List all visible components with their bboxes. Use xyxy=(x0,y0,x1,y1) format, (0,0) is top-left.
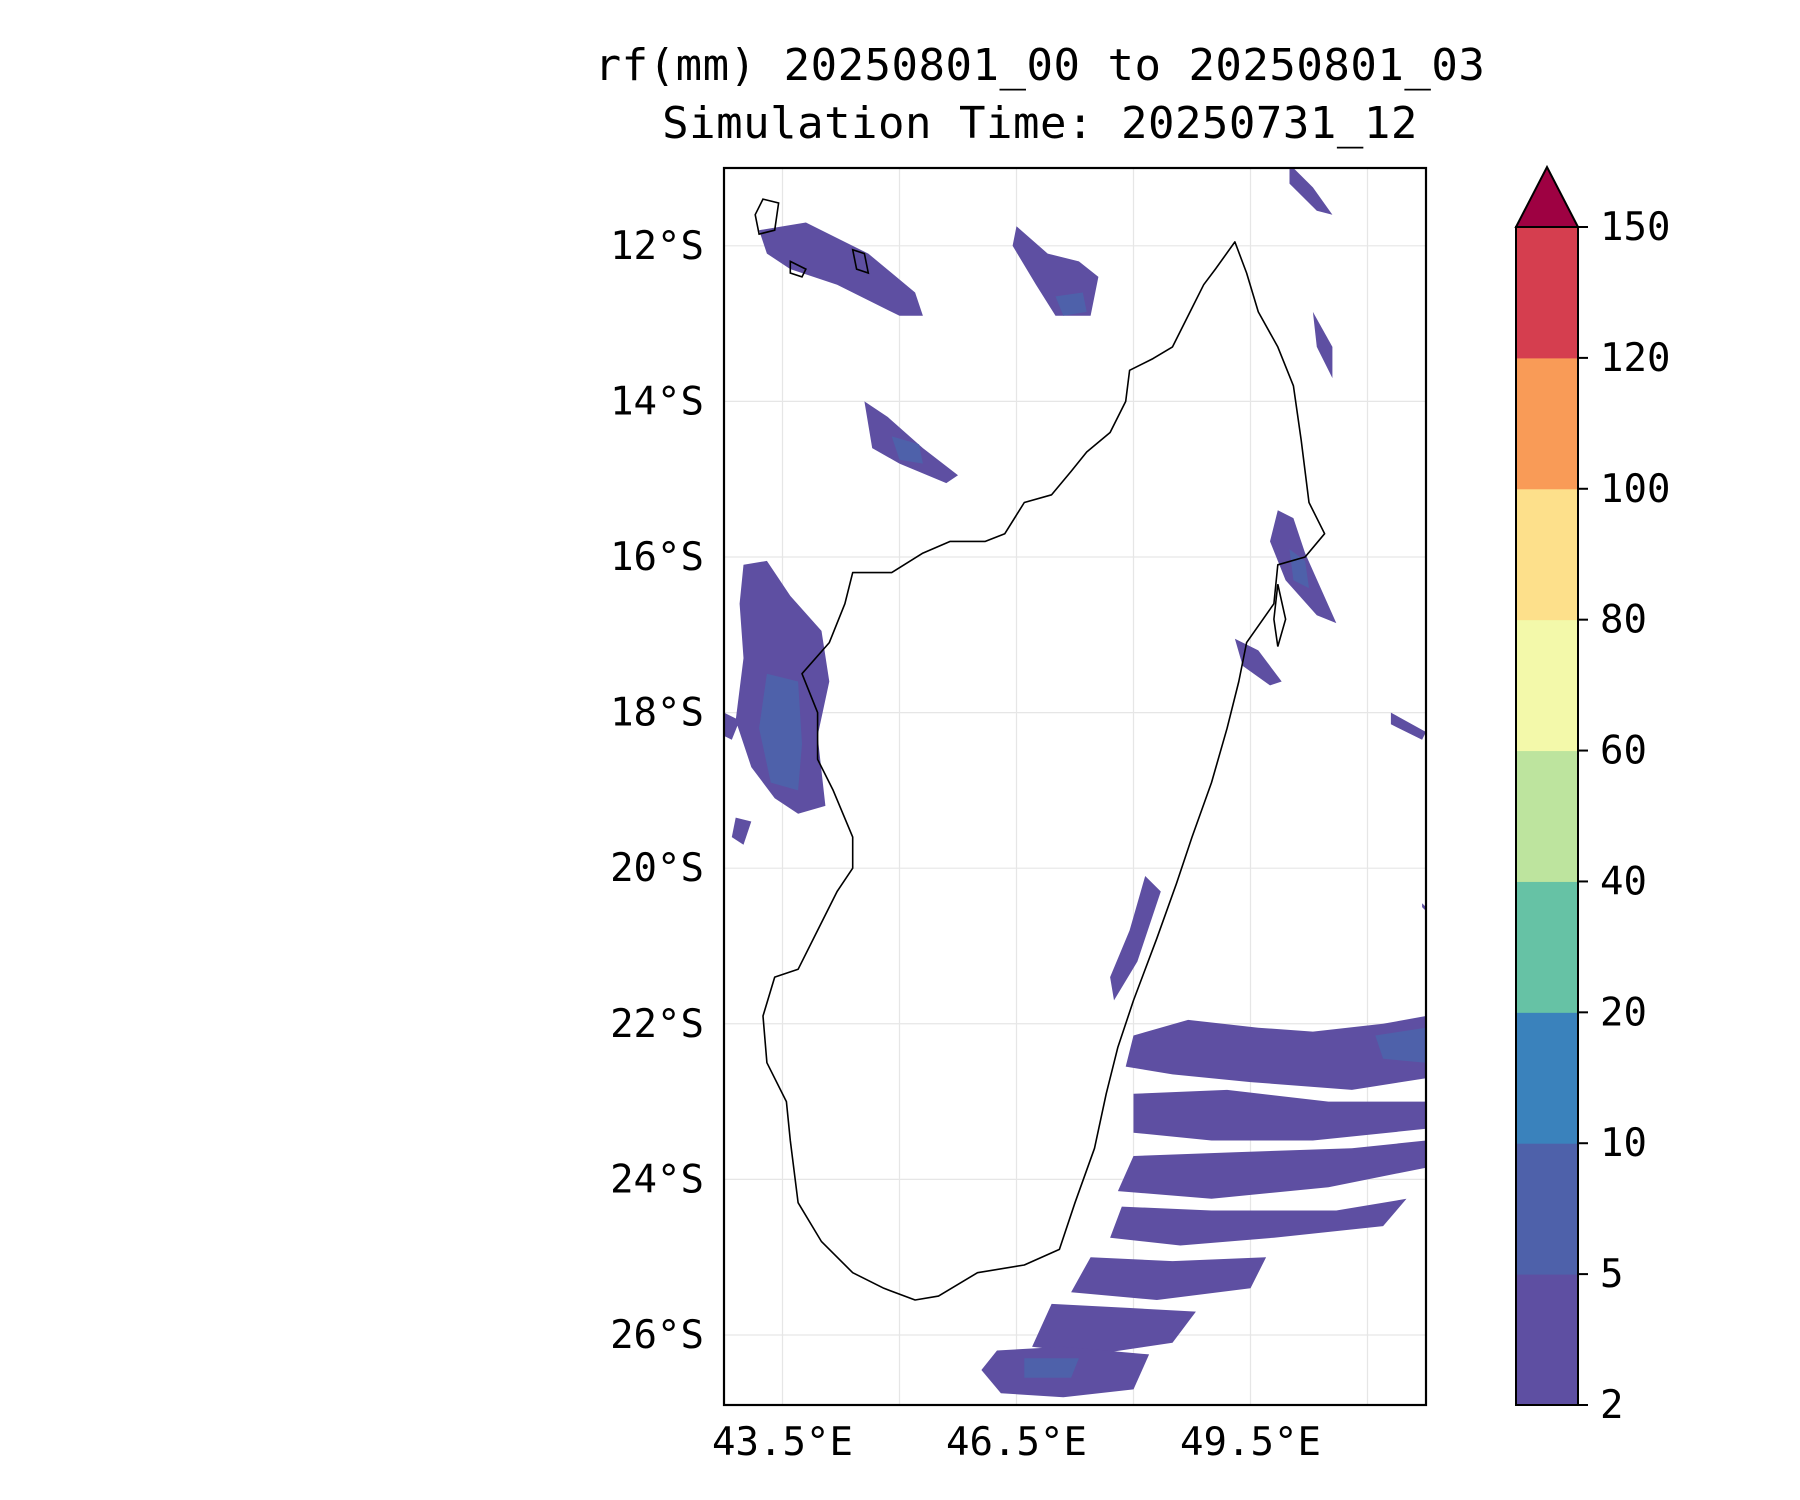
colorbar-label: 60 xyxy=(1600,729,1647,774)
precip-area xyxy=(1055,292,1087,316)
precip-area xyxy=(1024,1358,1079,1378)
precip-area xyxy=(724,712,740,740)
colorbar-label: 100 xyxy=(1600,467,1670,512)
longitude-tick-labels: 43.5°E 46.5°E 49.5°E xyxy=(712,1420,1321,1465)
precip-area xyxy=(1110,1198,1407,1246)
colorbar-label: 150 xyxy=(1600,205,1670,250)
colorbar-label: 10 xyxy=(1600,1121,1647,1166)
colorbar-frame xyxy=(1515,226,1579,1406)
lat-tick-label: 14°S xyxy=(610,379,704,424)
chart-title: rf(mm) 20250801_00 to 20250801_03 xyxy=(594,40,1486,91)
colorbar-segment xyxy=(1516,357,1578,490)
precip-area xyxy=(1234,638,1282,686)
precip-area xyxy=(731,817,752,845)
colorbar-label: 2 xyxy=(1600,1383,1623,1428)
lon-tick-label: 49.5°E xyxy=(1180,1420,1321,1465)
lat-tick-label: 24°S xyxy=(610,1157,704,1202)
colorbar-label: 120 xyxy=(1600,336,1670,381)
coastline-island xyxy=(789,260,807,278)
precip-area xyxy=(759,222,923,316)
precip-area xyxy=(1390,712,1426,740)
colorbar-extend-arrow xyxy=(1514,164,1580,228)
coastline-island xyxy=(754,198,780,236)
precipitation-field xyxy=(724,168,1426,1398)
precip-area xyxy=(1133,1089,1426,1141)
coastline xyxy=(754,198,1326,1301)
precip-area xyxy=(1117,1140,1426,1199)
lat-tick-label: 26°S xyxy=(610,1313,704,1358)
precip-area xyxy=(1289,168,1333,215)
precip-area xyxy=(1312,311,1333,379)
lon-tick-label: 43.5°E xyxy=(712,1420,853,1465)
colorbar-segment xyxy=(1516,750,1578,882)
lon-tick-label: 46.5°E xyxy=(946,1420,1087,1465)
colorbar-segment xyxy=(1516,1012,1578,1144)
coastline-madagascar xyxy=(762,241,1326,1301)
precip-area xyxy=(1071,1257,1267,1300)
precip-area xyxy=(1110,876,1161,1001)
map-frame xyxy=(722,166,1428,1407)
coastline-island xyxy=(1273,584,1287,647)
colorbar-label: 40 xyxy=(1600,859,1647,904)
precip-area xyxy=(1032,1303,1196,1355)
colorbar-segment xyxy=(1516,881,1578,1013)
chart-subtitle: Simulation Time: 20250731_12 xyxy=(662,98,1418,149)
latitude-tick-labels: 12°S 14°S 16°S 18°S 20°S 22°S 24°S 26°S xyxy=(610,224,704,1358)
precip-area xyxy=(891,436,923,464)
colorbar-segment xyxy=(1516,488,1578,621)
precip-area xyxy=(1125,1016,1426,1090)
precip-area xyxy=(759,673,802,791)
map-background xyxy=(724,168,1426,1405)
colorbar-segment xyxy=(1516,227,1578,359)
precip-area xyxy=(1289,549,1309,589)
colorbar-segment xyxy=(1516,1274,1578,1406)
coastline-island xyxy=(851,248,870,275)
colorbar-segment xyxy=(1516,1143,1578,1275)
colorbar-label: 20 xyxy=(1600,990,1647,1035)
colorbar-segment xyxy=(1516,619,1578,752)
colorbar-label: 5 xyxy=(1600,1252,1623,1297)
lat-tick-label: 12°S xyxy=(610,224,704,269)
lat-tick-label: 16°S xyxy=(610,535,704,580)
colorbar-label: 80 xyxy=(1600,598,1647,643)
lat-tick-label: 22°S xyxy=(610,1002,704,1047)
precip-area xyxy=(1375,1027,1426,1063)
lat-tick-label: 18°S xyxy=(610,691,704,736)
colorbar: 2 5 10 20 40 60 80 100 120 150 xyxy=(1514,164,1670,1428)
lat-tick-label: 20°S xyxy=(610,846,704,891)
